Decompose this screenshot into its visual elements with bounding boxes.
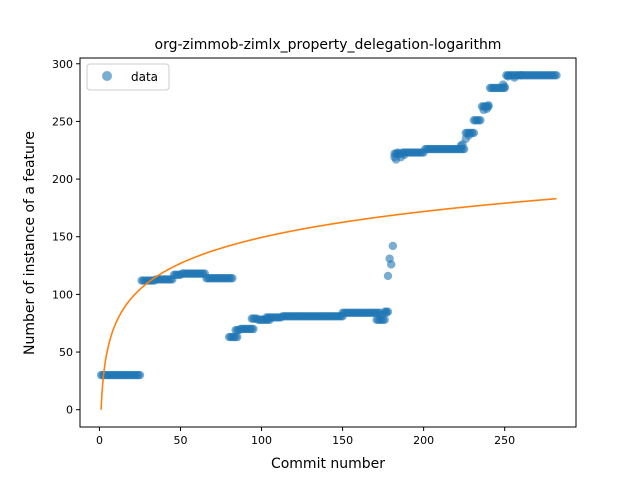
x-tick-label: 200 [413,434,434,447]
y-tick-label: 200 [52,173,73,186]
data-point [484,101,493,110]
data-point [387,260,396,269]
data-point [228,274,237,283]
x-tick-label: 150 [332,434,353,447]
y-tick-label: 0 [66,404,73,417]
x-tick-label: 50 [173,434,187,447]
x-tick-label: 100 [251,434,272,447]
legend-box [86,63,170,91]
data-point [249,324,258,334]
plot-area [96,71,561,410]
data-point [516,71,526,80]
data-point [135,370,145,380]
x-tick-label: 250 [494,434,515,447]
data-point [469,128,479,138]
legend: data [86,63,170,91]
y-axis: 0 50 100 150 200 250 300 [52,58,80,417]
y-tick-label: 150 [52,231,73,244]
data-point [382,308,391,318]
y-tick-label: 100 [52,288,73,301]
data-point [500,82,509,92]
y-tick-label: 250 [52,115,73,128]
data-point [510,73,519,82]
x-axis: 0 50 100 150 200 250 [96,427,515,447]
y-tick-label: 300 [52,58,73,71]
y-axis-label: Number of instance of a feature [22,131,38,355]
x-tick-label: 0 [96,434,103,447]
chart-title: org-zimmob-zimlx_property_delegation-log… [155,37,502,53]
data-point [388,241,398,251]
legend-marker [102,71,112,81]
data-point [383,271,393,281]
data-point [503,72,513,81]
fit-line [100,197,557,410]
data-point [399,150,409,160]
x-axis-label: Commit number [271,456,385,472]
data-point [233,332,242,342]
data-point [552,71,561,80]
legend-label: data [131,70,158,84]
data-point [476,116,485,125]
plot-frame [79,57,577,428]
y-tick-label: 50 [59,346,73,359]
